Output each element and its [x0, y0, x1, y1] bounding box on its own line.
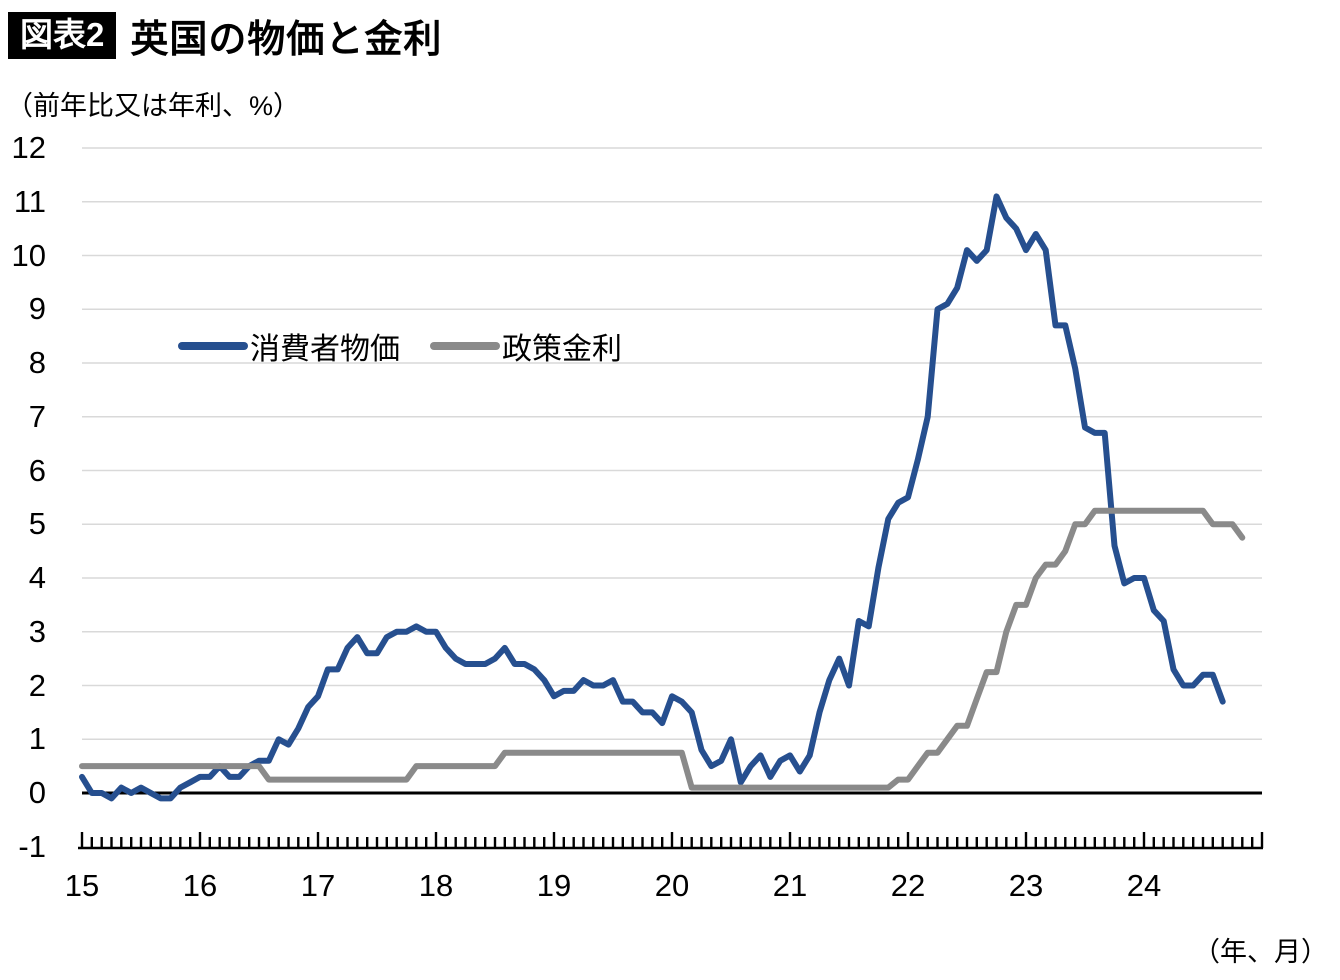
y-tick-label: 10	[11, 237, 46, 273]
chart-title: 英国の物価と金利	[130, 19, 443, 61]
y-tick-label: -1	[18, 828, 46, 864]
y-tick-label: 1	[28, 721, 46, 757]
x-tick-label: 21	[772, 868, 808, 903]
legend-item-consumer-prices: 消費者物価	[178, 324, 400, 368]
y-tick-label: 12	[11, 130, 46, 165]
x-tick-label: 20	[654, 868, 690, 903]
y-tick-label: 3	[28, 613, 46, 649]
y-axis-unit-label: （前年比又は年利、%）	[6, 91, 301, 121]
x-tick-label: 16	[182, 868, 218, 903]
policy-rate-line-sample	[430, 342, 500, 350]
y-tick-label: 0	[28, 775, 46, 810]
legend-label-consumer-prices: 消費者物価	[250, 333, 400, 366]
x-tick-label: 23	[1008, 868, 1044, 903]
policy-rate-line	[79, 507, 1246, 791]
y-tick-label: 6	[28, 452, 46, 488]
x-tick-label: 24	[1126, 868, 1162, 903]
x-axis-ruler	[78, 832, 1264, 850]
x-axis-unit-label: （年、月）	[1193, 937, 1328, 967]
x-tick-label: 15	[64, 868, 100, 903]
legend-label-policy-rate: 政策金利	[502, 333, 622, 366]
y-tick-label: 5	[28, 506, 46, 542]
x-tick-label: 22	[890, 868, 926, 903]
consumer-prices-line	[79, 193, 1226, 802]
x-tick-label: 18	[418, 868, 454, 903]
figure-number-badge: 図表2	[8, 12, 117, 59]
y-tick-label: 4	[28, 560, 46, 595]
x-tick-label: 19	[536, 868, 572, 903]
y-tick-label: 7	[28, 398, 46, 434]
chart-header: 図表2 英国の物価と金利	[8, 8, 442, 63]
legend-item-policy-rate: 政策金利	[430, 324, 622, 368]
y-tick-label: 11	[13, 183, 46, 219]
y-tick-label: 2	[28, 667, 46, 703]
consumer-prices-line-sample	[178, 342, 248, 350]
legend: 消費者物価 政策金利	[178, 324, 622, 368]
x-tick-label: 17	[300, 868, 336, 903]
y-tick-label: 9	[28, 291, 46, 327]
y-tick-label: 8	[28, 345, 46, 380]
